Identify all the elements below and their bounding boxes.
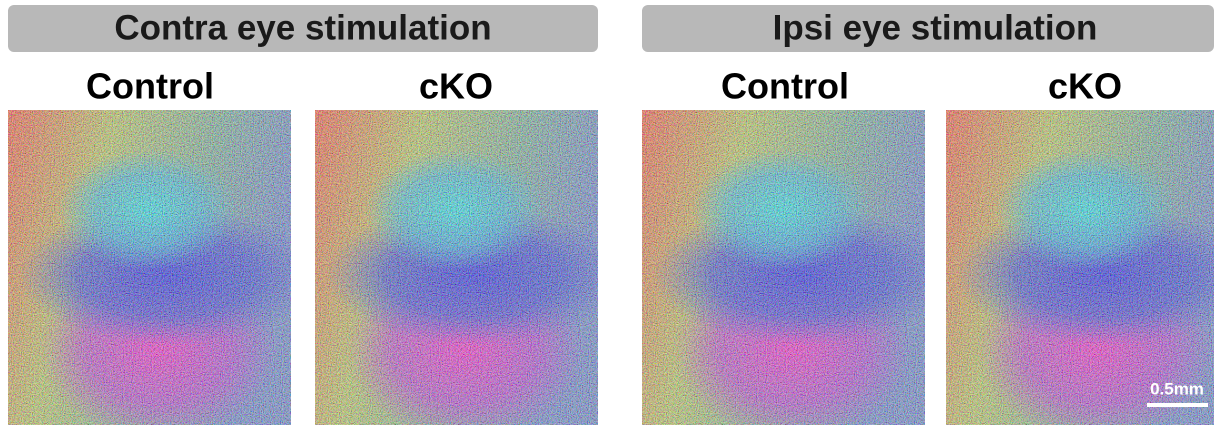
column-label: cKO [1048,66,1122,107]
phase-map [315,110,625,425]
column-label: cKO [419,66,493,107]
phase-map [946,110,1214,425]
column-label: Control [721,66,849,107]
panel-title: Contra eye stimulation [114,8,491,47]
scale-bar-label: 0.5mm [1150,379,1204,398]
figure: Contra eye stimulation Control cKO Ipsi … [0,0,1214,425]
phase-map [8,110,318,425]
panel-title: Ipsi eye stimulation [773,8,1098,47]
phase-map [642,110,952,425]
column-label: Control [86,66,214,107]
